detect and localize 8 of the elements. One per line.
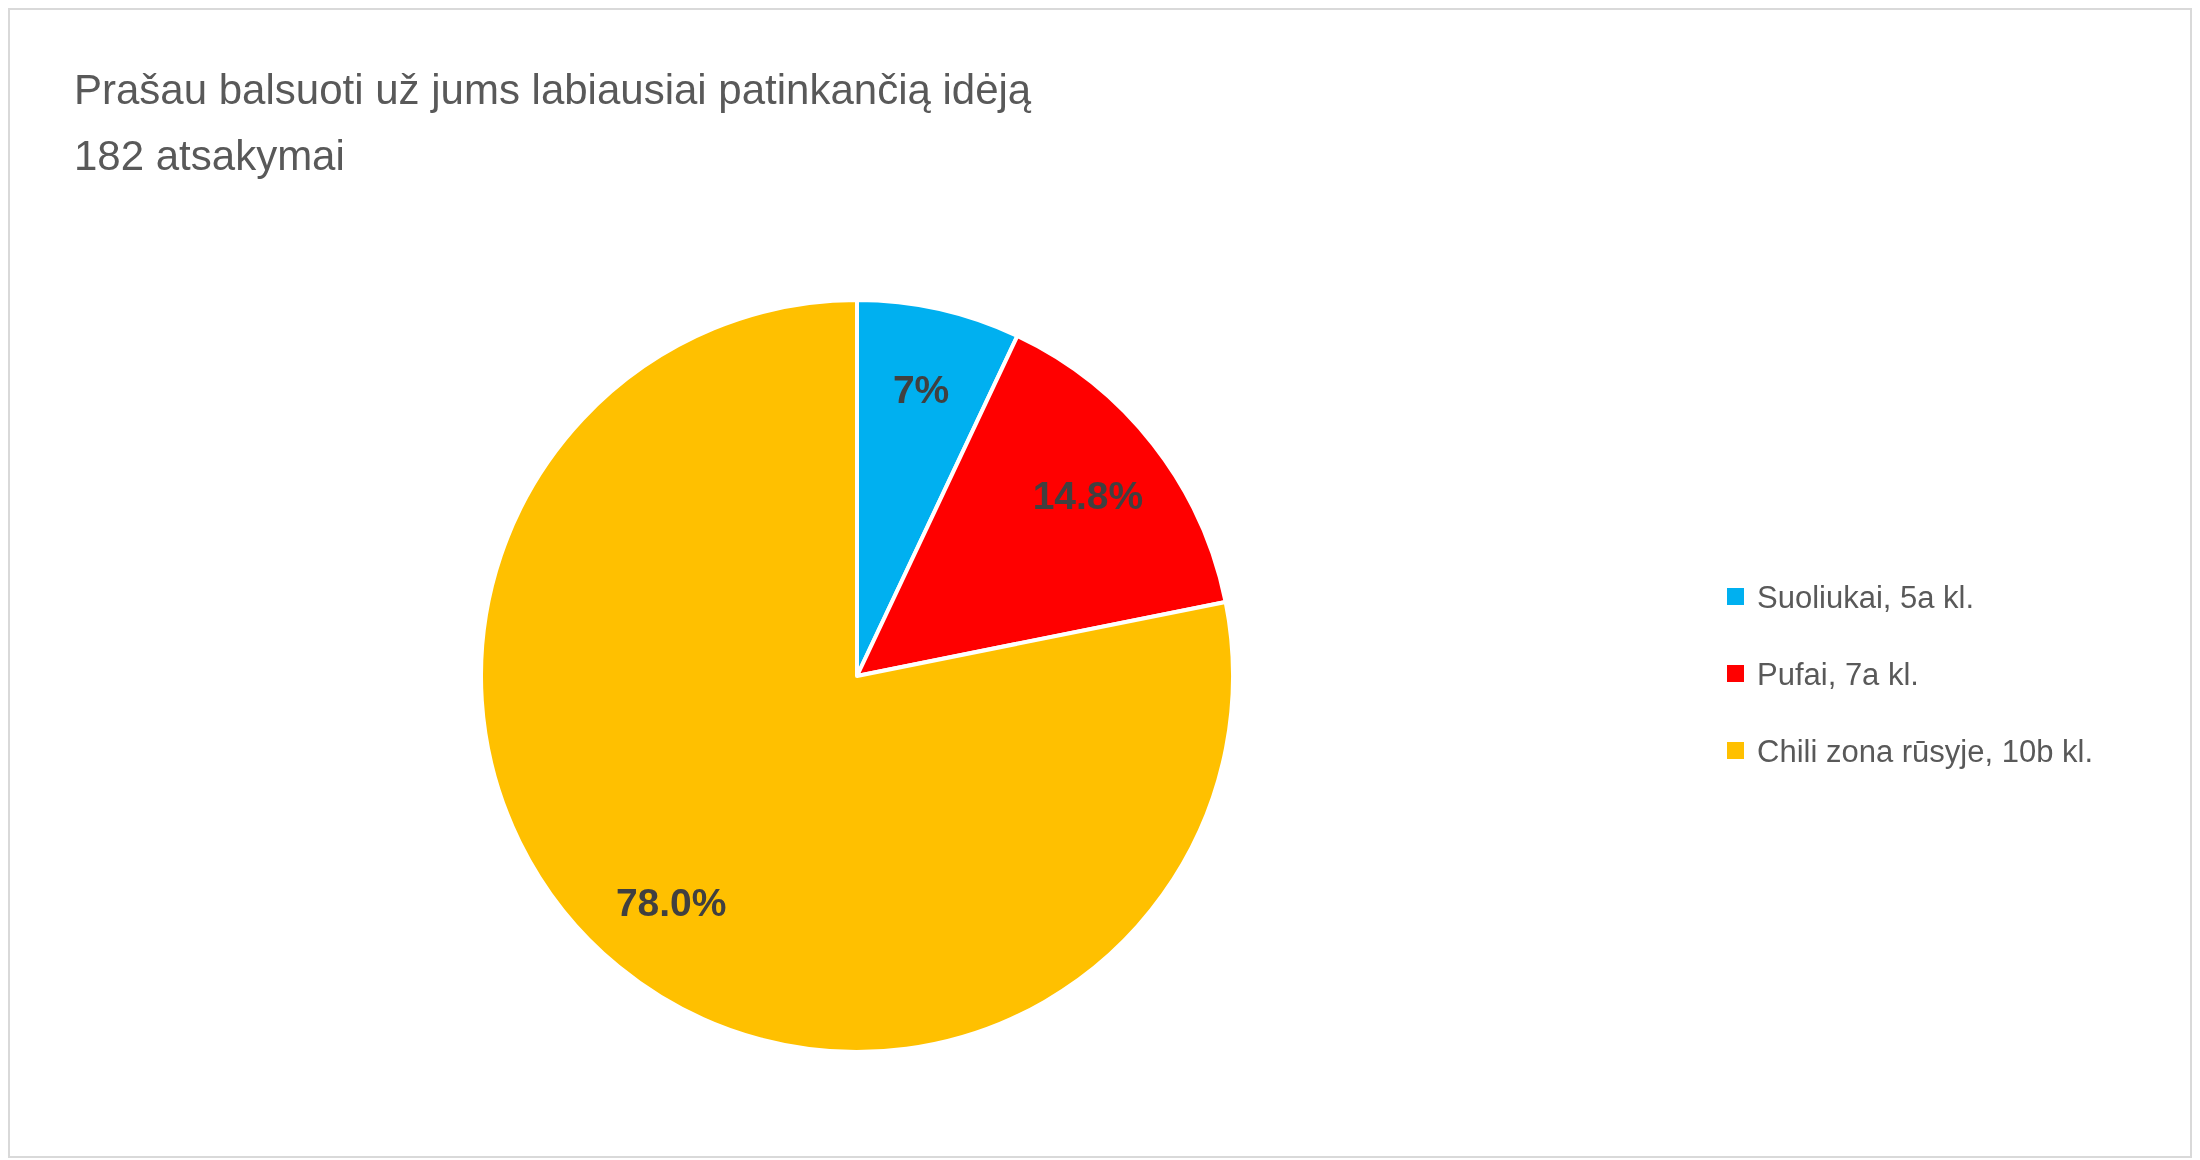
chart-subtitle: 182 atsakymai	[74, 132, 345, 179]
legend-label: Chili zona rūsyje, 10b kl.	[1757, 733, 2093, 769]
data-label: 7%	[892, 368, 950, 412]
legend-label: Pufai, 7a kl.	[1757, 656, 1919, 692]
chart-title: Prašau balsuoti už jums labiausiai patinkančią idėją	[74, 66, 1032, 113]
legend-label: Suoliukai, 5a kl.	[1757, 579, 1975, 615]
data-label: 78.0%	[615, 881, 727, 925]
data-label: 14.8%	[1032, 473, 1144, 517]
